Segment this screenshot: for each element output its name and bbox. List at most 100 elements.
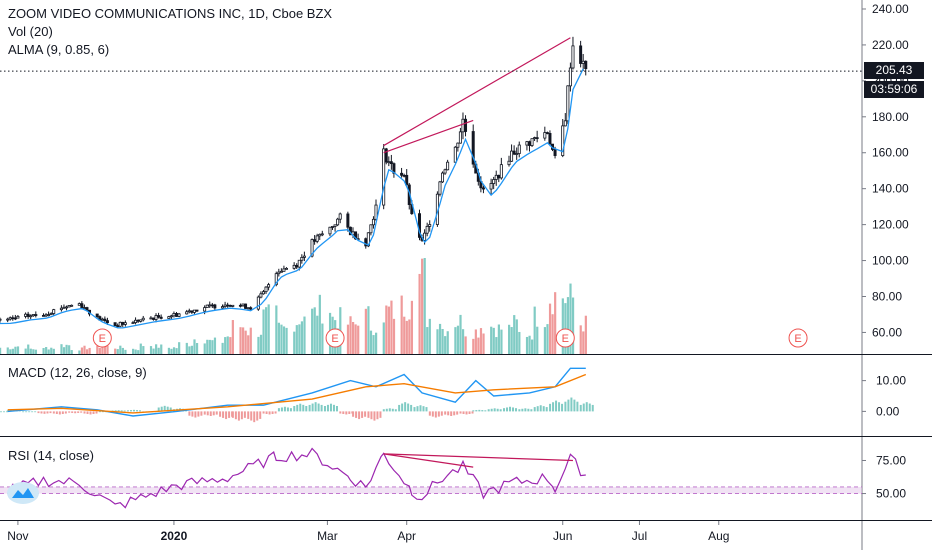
candle-body bbox=[238, 304, 242, 307]
candle-body bbox=[157, 315, 161, 318]
volume-bar bbox=[45, 347, 48, 354]
macd-histogram-bar bbox=[117, 410, 120, 412]
candle-body bbox=[499, 164, 503, 179]
volume-bar bbox=[285, 327, 288, 354]
volume-bar bbox=[221, 342, 224, 354]
macd-histogram-bar bbox=[503, 408, 506, 412]
macd-histogram-bar bbox=[555, 400, 558, 412]
earnings-circle bbox=[555, 328, 575, 348]
tradingview-logo-icon[interactable] bbox=[6, 481, 40, 505]
macd-histogram-bar bbox=[515, 408, 518, 412]
volume-bar bbox=[369, 330, 373, 354]
macd-histogram-bar bbox=[447, 411, 450, 416]
macd-histogram-bar bbox=[299, 403, 302, 412]
volume-bar bbox=[346, 324, 350, 354]
macd-histogram-bar bbox=[478, 409, 481, 412]
volume-bar bbox=[139, 343, 142, 354]
volume-bar bbox=[16, 346, 20, 354]
candle-body bbox=[16, 315, 20, 319]
volume-bar bbox=[438, 323, 442, 354]
rsi-title: RSI (14, close) bbox=[8, 448, 94, 463]
candle-body bbox=[315, 235, 319, 242]
volume-bar bbox=[106, 345, 109, 354]
macd-histogram-bar bbox=[37, 411, 40, 414]
candle-body bbox=[492, 179, 496, 184]
candle-body bbox=[563, 120, 567, 127]
macd-histogram-bar bbox=[308, 404, 311, 412]
macd-histogram-bar bbox=[416, 406, 419, 412]
volume-bar bbox=[175, 348, 178, 354]
macd-histogram-bar bbox=[570, 397, 573, 412]
candle-body bbox=[458, 131, 462, 144]
candle-body bbox=[338, 213, 342, 220]
macd-histogram-bar bbox=[506, 407, 509, 412]
volume-bar bbox=[0, 347, 2, 354]
candle-body bbox=[11, 317, 15, 320]
macd-histogram-bar bbox=[302, 404, 305, 412]
macd-histogram-bar bbox=[484, 410, 487, 412]
macd-histogram-bar bbox=[413, 407, 416, 412]
candle-body bbox=[535, 137, 539, 140]
candle-body bbox=[279, 270, 283, 273]
macd-histogram-bar bbox=[465, 411, 468, 415]
volume-bar bbox=[515, 319, 518, 354]
earnings-marker: E bbox=[92, 328, 112, 348]
candle-body bbox=[174, 313, 178, 317]
candle-body bbox=[354, 231, 358, 240]
candle-body bbox=[205, 304, 209, 308]
macd-title: MACD (12, 26, close, 9) bbox=[8, 365, 147, 380]
macd-histogram-bar bbox=[561, 403, 564, 412]
candle-body bbox=[264, 286, 268, 293]
macd-histogram-bar bbox=[335, 406, 338, 412]
volume-bar bbox=[372, 335, 375, 354]
macd-histogram-bar bbox=[0, 411, 2, 413]
candle-body bbox=[548, 133, 552, 145]
volume-bar bbox=[116, 349, 119, 354]
volume-bar bbox=[114, 348, 117, 354]
volume-bar bbox=[14, 346, 17, 354]
macd-histogram-bar bbox=[169, 407, 172, 412]
macd-histogram-bar bbox=[370, 411, 373, 420]
volume-bar bbox=[157, 347, 160, 354]
macd-histogram-bar bbox=[123, 410, 126, 412]
macd-histogram-bar bbox=[345, 411, 348, 415]
candle-body bbox=[177, 313, 181, 317]
candle-body bbox=[489, 183, 493, 190]
volume-bar bbox=[213, 337, 217, 354]
candle-body bbox=[277, 271, 281, 275]
candle-body bbox=[494, 174, 498, 180]
volume-bar bbox=[267, 304, 270, 354]
macd-histogram-bar bbox=[289, 408, 292, 412]
candle-body bbox=[371, 218, 375, 226]
candle-body bbox=[292, 264, 296, 269]
macd-histogram-bar bbox=[80, 411, 83, 413]
candle-body bbox=[461, 118, 465, 133]
candle-body bbox=[515, 153, 519, 155]
candle-body bbox=[228, 304, 232, 307]
macd-histogram-bar bbox=[58, 411, 61, 415]
earnings-marker: E bbox=[325, 328, 345, 348]
volume-bar bbox=[421, 258, 424, 354]
volume-bar bbox=[11, 348, 14, 354]
macd-histogram-bar bbox=[487, 409, 490, 412]
candle-body bbox=[510, 150, 514, 162]
macd-histogram-bar bbox=[114, 410, 117, 412]
macd-tick-label: 10.00 bbox=[876, 374, 906, 388]
macd-histogram-bar bbox=[530, 409, 533, 412]
candle-body bbox=[172, 313, 176, 317]
volume-bar bbox=[436, 329, 439, 354]
candle-body bbox=[213, 304, 217, 309]
x-tick-label: Nov bbox=[7, 529, 28, 543]
macd-histogram-bar bbox=[326, 404, 329, 412]
x-tick-label: Jul bbox=[632, 529, 647, 543]
volume-bar bbox=[418, 273, 421, 354]
volume-bar bbox=[6, 347, 9, 354]
macd-histogram-bar bbox=[475, 410, 478, 412]
candle-body bbox=[249, 307, 253, 310]
volume-bar bbox=[566, 297, 570, 354]
macd-histogram-bar bbox=[348, 411, 351, 414]
macd-histogram-bar bbox=[243, 411, 246, 418]
volume-bar bbox=[32, 349, 35, 354]
macd-histogram-bar bbox=[305, 406, 308, 412]
